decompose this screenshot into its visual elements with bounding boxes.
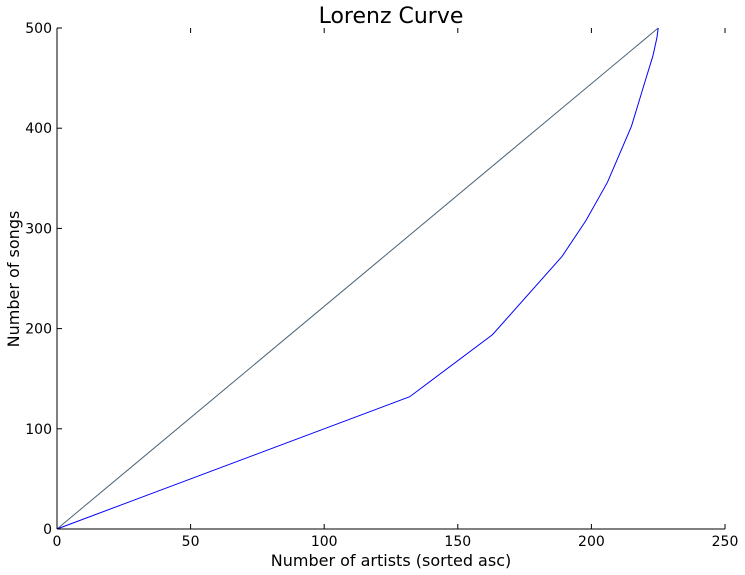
y-tick-label: 200 bbox=[25, 322, 52, 338]
x-tick-label: 200 bbox=[578, 534, 605, 550]
x-axis-ticks: 0 50 100 150 200 250 bbox=[53, 28, 739, 550]
y-tick-label: 0 bbox=[43, 522, 52, 538]
lorenz-curve-line bbox=[56, 27, 659, 530]
series-layer bbox=[56, 27, 659, 530]
x-tick-label: 250 bbox=[712, 534, 739, 550]
y-axis-label: Number of songs bbox=[4, 211, 23, 348]
x-tick-label: 50 bbox=[182, 534, 200, 550]
equality-line bbox=[56, 27, 659, 530]
y-tick-label: 300 bbox=[25, 221, 52, 237]
chart-title: Lorenz Curve bbox=[319, 4, 464, 29]
y-tick-label: 400 bbox=[25, 121, 52, 137]
x-axis-label: Number of artists (sorted asc) bbox=[271, 551, 511, 570]
y-axis-ticks: 0 100 200 300 400 500 bbox=[25, 21, 62, 538]
x-tick-label: 0 bbox=[53, 534, 62, 550]
y-tick-label: 100 bbox=[25, 422, 52, 438]
y-tick-label: 500 bbox=[25, 21, 52, 37]
x-tick-label: 100 bbox=[311, 534, 338, 550]
x-tick-label: 150 bbox=[444, 534, 471, 550]
